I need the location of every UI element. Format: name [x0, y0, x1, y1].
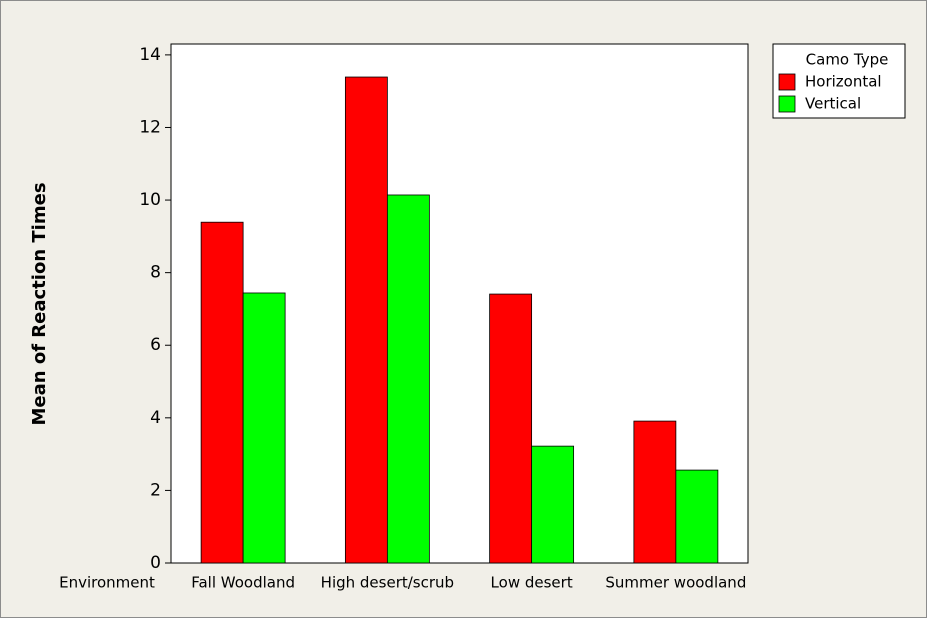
y-tick-label: 4 — [150, 408, 161, 428]
y-tick-label: 2 — [150, 480, 161, 500]
y-tick-label: 12 — [139, 117, 161, 137]
y-tick-label: 0 — [150, 553, 161, 573]
legend-swatch — [778, 73, 796, 91]
y-tick-label: 14 — [139, 45, 161, 65]
bar — [633, 420, 677, 564]
x-tick-label: Fall Woodland — [191, 574, 295, 592]
y-tick-label: 6 — [150, 335, 161, 355]
y-tick-label: 8 — [150, 263, 161, 283]
bar — [200, 221, 244, 564]
y-axis-label: Mean of Reaction Times — [29, 182, 50, 425]
x-tick-label: High desert/scrub — [321, 574, 454, 592]
legend-label: Horizontal — [805, 73, 882, 91]
legend-label: Vertical — [805, 95, 861, 113]
bar — [386, 194, 430, 564]
y-tick-label: 10 — [139, 190, 161, 210]
x-axis-label: Environment — [59, 574, 155, 592]
x-tick-label: Low desert — [491, 574, 573, 592]
legend-title: Camo Type — [806, 51, 889, 69]
bar — [675, 469, 719, 564]
bar — [489, 293, 533, 564]
bar — [344, 76, 388, 564]
x-tick-label: Summer woodland — [605, 574, 746, 592]
bar — [531, 445, 575, 564]
legend-swatch — [778, 95, 796, 113]
bar — [242, 292, 286, 564]
